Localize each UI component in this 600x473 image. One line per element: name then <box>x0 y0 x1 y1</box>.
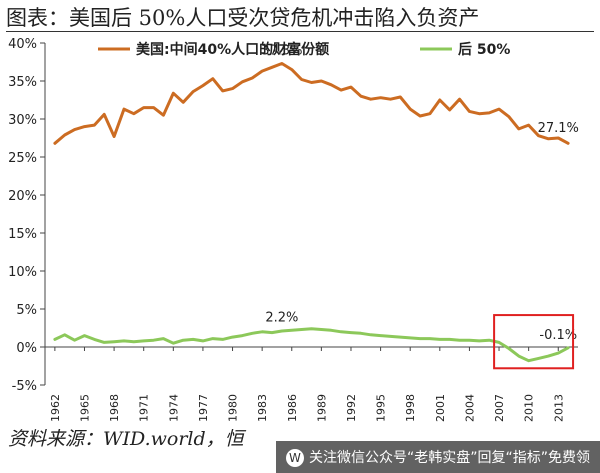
y-tick-label: 40% <box>8 37 37 52</box>
x-tick-label: 2001 <box>434 394 447 422</box>
x-tick-label: 2007 <box>493 394 506 422</box>
x-tick-label: 2004 <box>463 394 476 422</box>
source-note: 资料来源：WID.world，恒 <box>8 428 244 450</box>
legend-label-1: 美国:中间40%人口的财富份额 <box>136 41 329 58</box>
data-label: 27.1% <box>538 121 579 136</box>
y-tick-label: 10% <box>8 265 37 280</box>
highlight-box <box>493 314 575 370</box>
legend-label-2: 后 50% <box>458 41 510 58</box>
chart-title: 图表：美国后 50%人口受次贷危机冲击陷入负资产 <box>6 6 480 30</box>
x-tick-label: 1986 <box>286 394 299 422</box>
series-line-1 <box>53 62 570 145</box>
x-tick-label: 1983 <box>256 394 269 422</box>
y-tick-label: 0% <box>16 341 37 356</box>
wechat-icon: W <box>285 449 304 467</box>
y-tick-label: 35% <box>8 75 37 90</box>
series-line-2 <box>53 327 570 363</box>
x-tick-label: 1974 <box>167 394 180 422</box>
x-tick-label: 1992 <box>345 394 358 422</box>
x-tick-label: 1971 <box>138 394 151 422</box>
y-tick-label: 25% <box>8 151 37 166</box>
x-tick-label: 1962 <box>49 394 62 422</box>
x-tick-label: 2010 <box>523 394 536 422</box>
y-tick-label: 30% <box>8 113 37 128</box>
watermark-banner: W 关注微信公众号“老韩实盘”回复“指标”免费领 <box>275 441 600 473</box>
y-tick-label: -5% <box>12 379 37 394</box>
x-tick-label: 1995 <box>375 394 388 422</box>
x-tick-label: 1977 <box>197 394 210 422</box>
x-tick-label: 1998 <box>404 394 417 422</box>
x-tick-label: 1989 <box>315 394 328 422</box>
y-tick-label: 15% <box>8 227 37 242</box>
x-tick-label: 2013 <box>552 394 565 422</box>
data-label: 2.2% <box>265 310 298 325</box>
x-tick-label: 1965 <box>78 394 91 422</box>
title-divider <box>6 31 594 32</box>
data-label: -0.1% <box>539 328 577 343</box>
x-tick-label: 1968 <box>108 394 121 422</box>
watermark-text: 关注微信公众号“老韩实盘”回复“指标”免费领 <box>308 450 590 466</box>
y-tick-label: 20% <box>8 189 37 204</box>
data-label: 37.3% <box>261 44 302 59</box>
x-tick-label: 1980 <box>227 394 240 422</box>
y-tick-label: 5% <box>16 303 37 318</box>
